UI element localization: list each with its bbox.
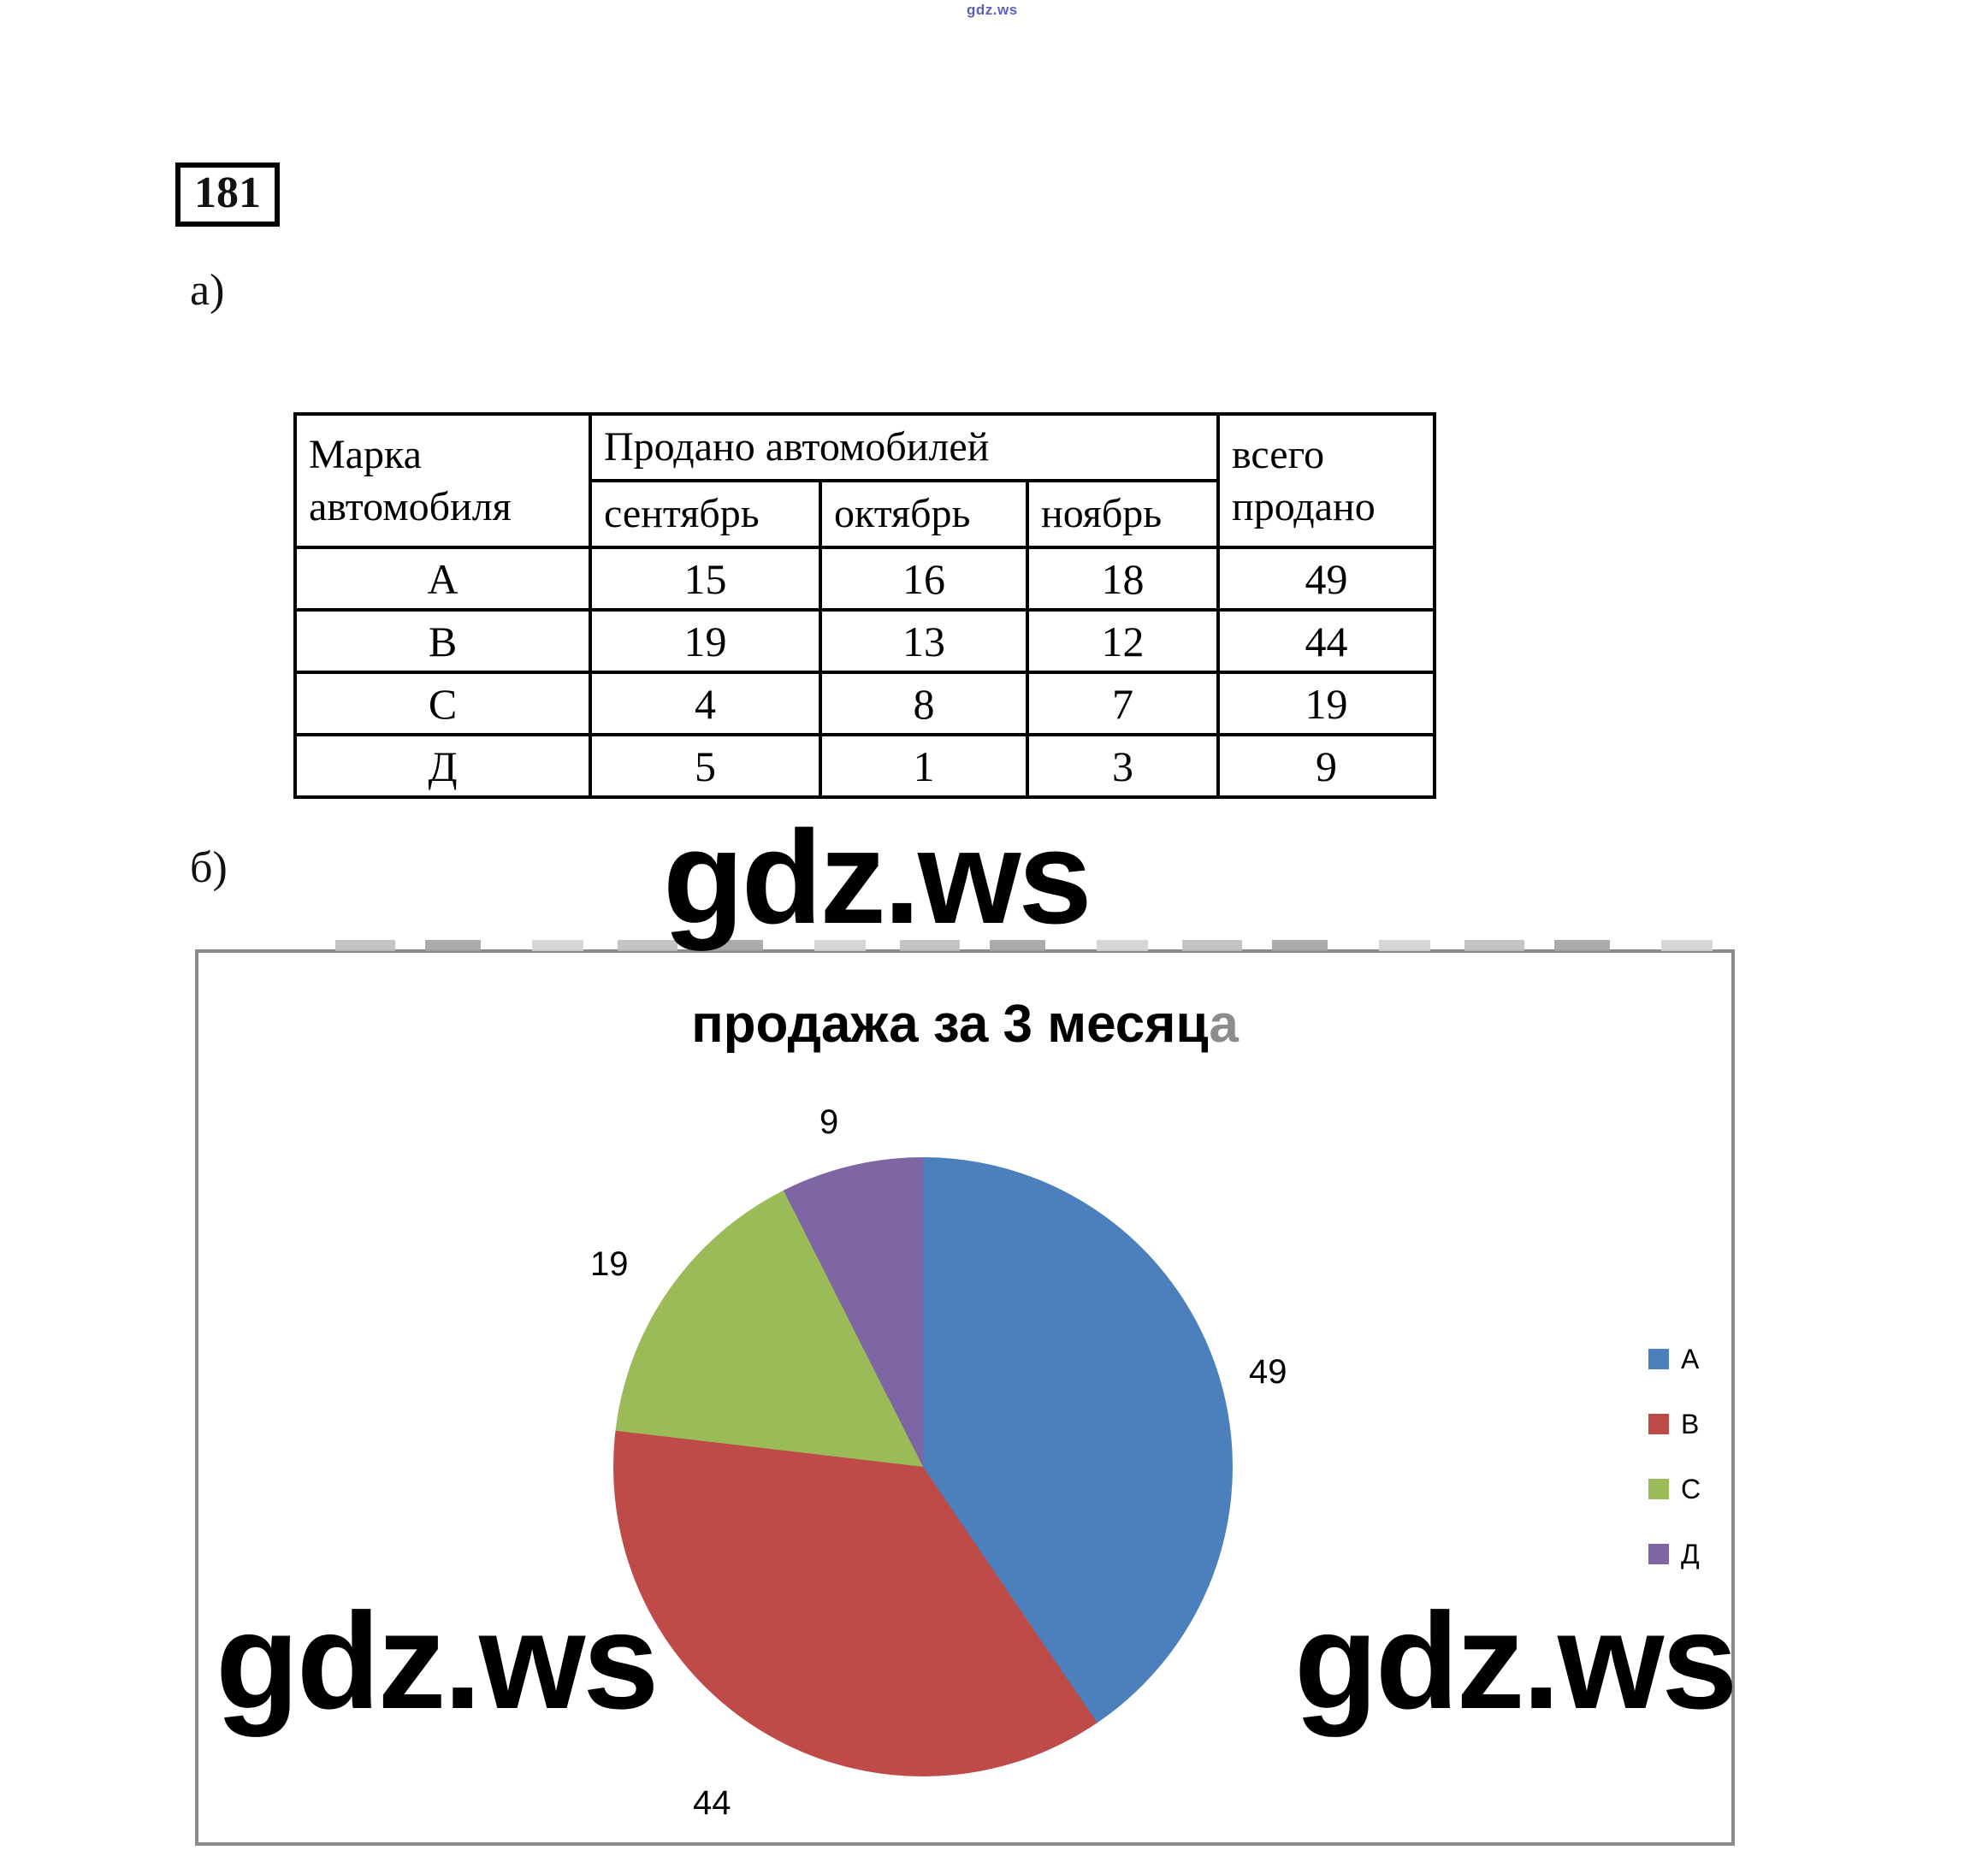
watermark-bottom-left: gdz.ws [216, 1584, 659, 1737]
task-number-badge: 181 [175, 163, 280, 227]
part-a-label: а) [190, 266, 225, 315]
legend-label-b: В [1681, 1408, 1700, 1439]
row-total-cell: 19 [1216, 671, 1436, 736]
legend-swatch-b [1648, 1414, 1669, 1434]
row-total-cell: 49 [1216, 546, 1436, 612]
sales-table-body: А 15 16 18 49 В 19 13 12 44 С 4 8 7 19 Д 5 1 3 9 [293, 546, 1436, 799]
row-total-cell: 9 [1216, 733, 1436, 799]
pie-chart [613, 1157, 1233, 1776]
legend-item-a: А [1648, 1344, 1701, 1374]
legend-label-c: С [1681, 1473, 1701, 1504]
legend-swatch-c [1648, 1479, 1669, 1499]
chart-title-gray-letter: а [1209, 995, 1239, 1054]
row-sales-cell: 19 [589, 608, 822, 674]
col-header-total: всего продано [1216, 412, 1436, 549]
top-watermark: gdz.ws [967, 2, 1018, 18]
col-header-sold: Продано автомобилей [589, 412, 1220, 482]
watermark-middle: gdz.ws [663, 803, 1092, 951]
pie-label-d: 9 [819, 1103, 839, 1141]
row-brand-cell: С [293, 671, 592, 736]
chart-title-main: продажа за 3 месяц [691, 995, 1210, 1054]
col-header-brand: Марка автомобиля [293, 412, 592, 549]
part-b-label: б) [190, 843, 228, 892]
legend-swatch-a [1648, 1349, 1669, 1369]
chart-title: продажа за 3 месяца [198, 994, 1731, 1055]
legend-label-d: Д [1681, 1538, 1700, 1569]
row-sales-cell: 15 [589, 546, 822, 612]
row-brand-cell: Д [293, 733, 592, 799]
chart-legend: А В С Д [1648, 1344, 1701, 1608]
row-sales-cell: 13 [819, 608, 1029, 674]
table-row: А 15 16 18 49 [293, 546, 1436, 612]
row-sales-cell: 7 [1026, 671, 1220, 736]
col-header-september: сентябрь [589, 479, 822, 549]
pie-label-b: 44 [693, 1784, 731, 1822]
table-row: С 4 8 7 19 [293, 671, 1436, 736]
row-sales-cell: 5 [589, 733, 822, 799]
row-sales-cell: 3 [1026, 733, 1220, 799]
watermark-remnant-strip [335, 940, 1730, 951]
legend-swatch-d [1648, 1544, 1669, 1564]
watermark-bottom-right: gdz.ws [1294, 1584, 1737, 1737]
pie-label-a: 49 [1249, 1353, 1287, 1391]
legend-item-d: Д [1648, 1539, 1701, 1569]
row-total-cell: 44 [1216, 608, 1436, 674]
legend-label-a: А [1681, 1343, 1700, 1374]
sales-table: Марка автомобиля Продано автомобилей все… [293, 412, 1436, 799]
table-row: В 19 13 12 44 [293, 608, 1436, 674]
row-brand-cell: В [293, 608, 592, 674]
row-sales-cell: 1 [819, 733, 1029, 799]
legend-item-b: В [1648, 1409, 1701, 1439]
row-brand-cell: А [293, 546, 592, 612]
pie-chart-container: продажа за 3 месяца 9 19 49 44 А В С Д [195, 940, 1735, 1846]
row-sales-cell: 4 [589, 671, 822, 736]
col-header-october: октябрь [819, 479, 1029, 549]
pie-label-c: 19 [590, 1245, 629, 1283]
row-sales-cell: 18 [1026, 546, 1220, 612]
col-header-november: ноябрь [1026, 479, 1220, 549]
row-sales-cell: 16 [819, 546, 1029, 612]
row-sales-cell: 12 [1026, 608, 1220, 674]
legend-item-c: С [1648, 1474, 1701, 1504]
row-sales-cell: 8 [819, 671, 1029, 736]
sales-table-header: Марка автомобиля Продано автомобилей все… [293, 412, 1436, 549]
